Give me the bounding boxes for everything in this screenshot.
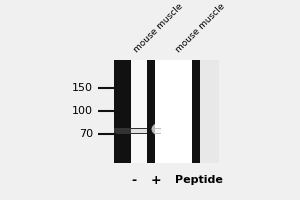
Text: -: -: [131, 174, 136, 187]
Ellipse shape: [152, 122, 176, 137]
Bar: [147, 60, 154, 163]
Bar: [130, 129, 160, 133]
Text: +: +: [151, 174, 161, 187]
Bar: [114, 128, 160, 134]
Bar: [114, 60, 130, 163]
Text: mouse muscle: mouse muscle: [132, 2, 184, 54]
Text: 100: 100: [72, 106, 93, 116]
Text: mouse muscle: mouse muscle: [174, 2, 226, 54]
Bar: [114, 60, 219, 163]
Text: Peptide: Peptide: [176, 175, 224, 185]
Bar: [130, 60, 147, 163]
Text: 150: 150: [72, 83, 93, 93]
Bar: [154, 60, 192, 163]
Text: 70: 70: [79, 129, 93, 139]
Bar: [192, 60, 200, 163]
Bar: [147, 128, 154, 134]
